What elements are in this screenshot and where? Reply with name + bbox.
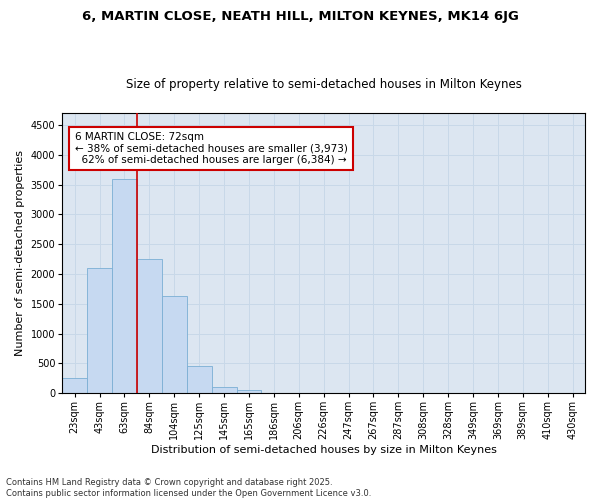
Bar	[112, 178, 137, 393]
Y-axis label: Number of semi-detached properties: Number of semi-detached properties	[15, 150, 25, 356]
Bar	[212, 387, 236, 393]
Bar	[62, 378, 87, 393]
Bar	[187, 366, 212, 393]
X-axis label: Distribution of semi-detached houses by size in Milton Keynes: Distribution of semi-detached houses by …	[151, 445, 497, 455]
Bar	[137, 259, 162, 393]
Title: Size of property relative to semi-detached houses in Milton Keynes: Size of property relative to semi-detach…	[125, 78, 521, 91]
Bar	[236, 390, 262, 393]
Bar	[87, 268, 112, 393]
Bar	[162, 296, 187, 393]
Text: 6, MARTIN CLOSE, NEATH HILL, MILTON KEYNES, MK14 6JG: 6, MARTIN CLOSE, NEATH HILL, MILTON KEYN…	[82, 10, 518, 23]
Text: 6 MARTIN CLOSE: 72sqm
← 38% of semi-detached houses are smaller (3,973)
  62% of: 6 MARTIN CLOSE: 72sqm ← 38% of semi-deta…	[74, 132, 347, 166]
Text: Contains HM Land Registry data © Crown copyright and database right 2025.
Contai: Contains HM Land Registry data © Crown c…	[6, 478, 371, 498]
